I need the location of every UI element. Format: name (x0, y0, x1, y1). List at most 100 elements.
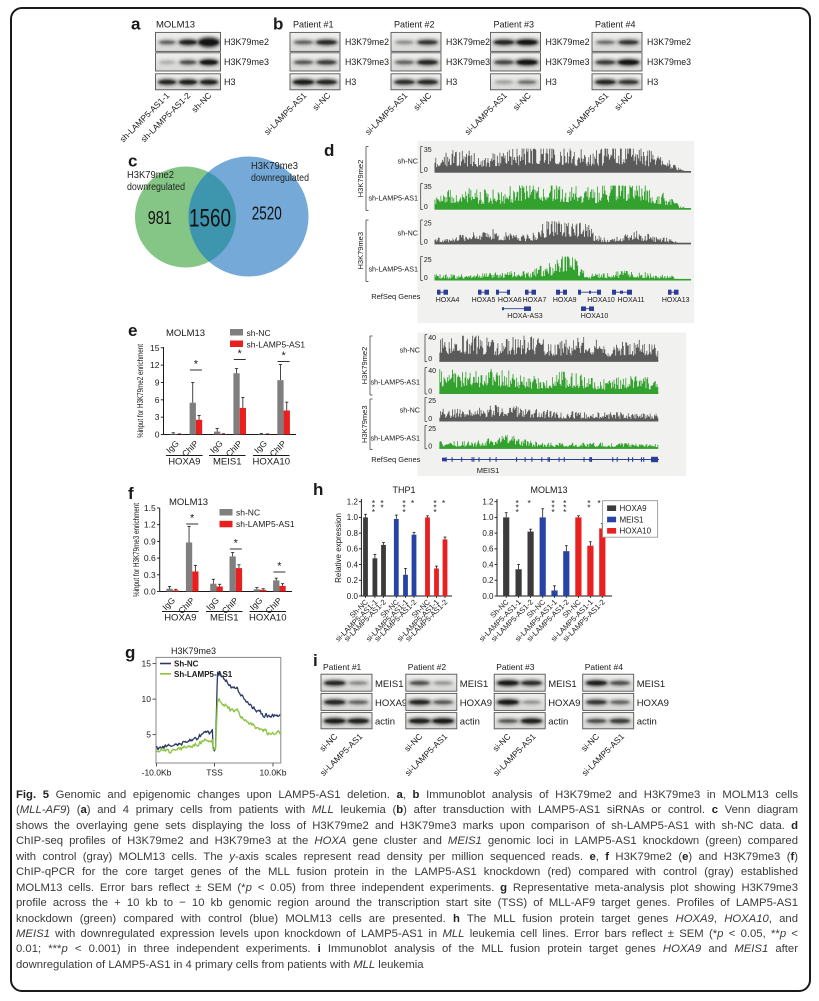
svg-text:si-LAMP5-AS1: si-LAMP5-AS1 (462, 90, 509, 137)
svg-text:0: 0 (428, 443, 432, 450)
svg-text:0.6: 0.6 (144, 553, 156, 563)
svg-text:si-LAMP5-AS1: si-LAMP5-AS1 (564, 90, 611, 137)
svg-text:HOXA9: HOXA9 (620, 504, 648, 513)
svg-text:si-NC: si-NC (579, 731, 601, 753)
svg-text:HOXA9: HOXA9 (168, 457, 200, 468)
svg-text:*: * (515, 498, 519, 508)
svg-text:si-NC: si-NC (612, 90, 634, 112)
svg-text:H3: H3 (446, 77, 457, 87)
svg-text:HOXA4: HOXA4 (436, 297, 460, 304)
svg-text:MEIS1: MEIS1 (375, 679, 404, 690)
svg-text:H3K79me3: H3K79me3 (345, 57, 389, 67)
svg-text:si-NC: si-NC (317, 731, 339, 753)
svg-text:d: d (324, 141, 334, 160)
svg-text:H3: H3 (546, 77, 557, 87)
svg-text:*: * (551, 507, 555, 517)
svg-text:%input for H3K79me3 enrichment: %input for H3K79me3 enrichment (132, 502, 141, 597)
svg-text:Patient #3: Patient #3 (494, 20, 535, 30)
svg-text:HOXA5: HOXA5 (472, 297, 496, 304)
svg-text:HOXA10: HOXA10 (587, 297, 615, 304)
svg-text:*: * (587, 502, 591, 512)
svg-text:sh-LAMP5-AS1: sh-LAMP5-AS1 (368, 265, 418, 274)
svg-text:35: 35 (424, 184, 432, 191)
svg-text:HOXA9: HOXA9 (460, 698, 492, 709)
svg-text:H3K79me3: H3K79me3 (546, 57, 590, 67)
svg-text:HOXA10: HOXA10 (620, 527, 652, 536)
svg-text:*: * (563, 502, 567, 512)
svg-text:MEIS1: MEIS1 (210, 613, 239, 624)
svg-text:MOLM13: MOLM13 (530, 485, 567, 495)
svg-text:0.8: 0.8 (482, 529, 494, 538)
svg-text:0.2: 0.2 (347, 576, 359, 585)
svg-text:0: 0 (424, 275, 428, 282)
svg-text:a: a (131, 15, 141, 34)
svg-text:HOXA9: HOXA9 (553, 297, 577, 304)
svg-text:downregulated: downregulated (127, 182, 185, 193)
svg-text:0.9: 0.9 (144, 536, 156, 546)
svg-text:MEIS1: MEIS1 (213, 457, 242, 468)
svg-text:h: h (313, 480, 323, 499)
svg-text:sh-NC: sh-NC (400, 346, 420, 355)
svg-text:*: * (372, 498, 376, 508)
svg-text:10: 10 (142, 694, 152, 704)
svg-text:0.0: 0.0 (347, 592, 359, 601)
svg-text:0.0: 0.0 (144, 587, 156, 597)
svg-text:2520: 2520 (252, 203, 282, 224)
svg-text:si-LAMP5-AS1: si-LAMP5-AS1 (363, 90, 410, 137)
svg-text:H3K79me3: H3K79me3 (647, 57, 691, 67)
svg-text:Patient #1: Patient #1 (293, 20, 334, 30)
svg-text:Sh-LAMP5-AS1: Sh-LAMP5-AS1 (174, 670, 233, 679)
svg-text:HOXA9: HOXA9 (164, 613, 196, 624)
svg-text:si-NC: si-NC (310, 90, 332, 112)
svg-text:THP1: THP1 (392, 485, 415, 495)
svg-text:HOXA10: HOXA10 (253, 457, 291, 468)
svg-text:Patient #1: Patient #1 (323, 662, 362, 672)
svg-text:HOXA7: HOXA7 (523, 297, 547, 304)
svg-text:g: g (125, 643, 135, 662)
svg-text:MEIS1: MEIS1 (637, 679, 666, 690)
svg-text:H3K79me2: H3K79me2 (127, 170, 174, 181)
svg-text:40: 40 (428, 335, 436, 342)
svg-text:1.5: 1.5 (144, 503, 156, 513)
svg-text:*: * (551, 502, 555, 512)
svg-text:sh-NC: sh-NC (189, 90, 213, 114)
svg-text:10.0Kb: 10.0Kb (260, 768, 287, 778)
svg-text:1.2: 1.2 (482, 497, 494, 506)
svg-text:MEIS1: MEIS1 (548, 679, 577, 690)
svg-text:RefSeq Genes: RefSeq Genes (371, 292, 420, 301)
svg-text:*: * (372, 502, 376, 512)
svg-text:IgG: IgG (252, 438, 269, 455)
svg-text:sh-LAMP5-AS1: sh-LAMP5-AS1 (368, 194, 418, 203)
svg-text:sh-LAMP5-AS1: sh-LAMP5-AS1 (247, 340, 306, 350)
svg-text:*: * (515, 502, 519, 512)
svg-text:si-NC: si-NC (491, 731, 513, 753)
svg-text:si-NC: si-NC (402, 731, 424, 753)
svg-text:MEIS1: MEIS1 (477, 466, 500, 475)
svg-text:si-NC: si-NC (511, 90, 533, 112)
svg-text:e: e (128, 321, 137, 340)
svg-text:HOXA13: HOXA13 (662, 297, 690, 304)
svg-text:*: * (234, 538, 239, 550)
svg-text:*: * (380, 498, 384, 508)
svg-text:15: 15 (142, 659, 152, 669)
svg-text:*: * (402, 502, 406, 512)
svg-text:981: 981 (148, 207, 172, 228)
svg-text:3: 3 (155, 412, 160, 422)
svg-text:9: 9 (155, 377, 160, 387)
svg-text:*: * (563, 498, 567, 508)
svg-text:*: * (563, 507, 567, 517)
svg-text:H3K79me2: H3K79me2 (446, 37, 490, 47)
svg-text:sh-LAMP5-AS1: sh-LAMP5-AS1 (236, 519, 295, 529)
svg-text:6: 6 (155, 395, 160, 405)
svg-text:sh-NC: sh-NC (400, 406, 420, 415)
svg-text:TSS: TSS (206, 768, 223, 778)
svg-text:40: 40 (428, 368, 436, 375)
svg-text:0.6: 0.6 (347, 545, 359, 554)
svg-text:si-LAMP5-AS1: si-LAMP5-AS1 (262, 90, 309, 137)
svg-text:HOXA10: HOXA10 (581, 313, 609, 320)
svg-text:*: * (433, 498, 437, 508)
svg-text:*: * (402, 498, 406, 508)
svg-text:0.2: 0.2 (482, 576, 494, 585)
svg-text:sh-LAMP5-AS1: sh-LAMP5-AS1 (370, 378, 420, 387)
svg-text:0.4: 0.4 (482, 560, 494, 569)
